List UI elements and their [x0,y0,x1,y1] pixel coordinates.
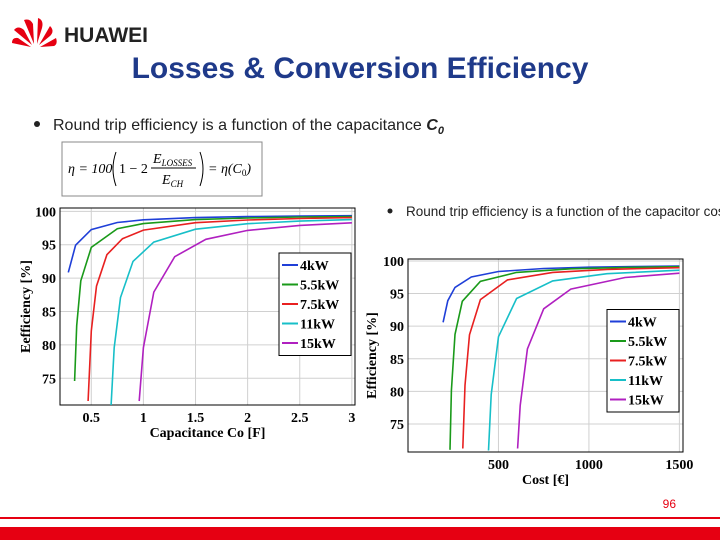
y-tick-label: 100 [35,205,56,220]
bullet-symbol: C [426,117,438,134]
x-axis-title: Cost [€] [522,473,569,488]
legend-label: 15kW [628,394,664,409]
paren [112,151,117,187]
legend-label: 15kW [300,337,336,352]
legend-label: 7.5kW [300,298,339,313]
bullet-dot [34,121,40,127]
legend-label: 5.5kW [628,335,667,350]
x-tick-label: 1.5 [187,411,205,426]
logo-text: HUAWEI [64,24,148,47]
legend-label: 11kW [628,374,663,389]
bullet-dot [387,208,393,214]
footer-line [0,517,720,519]
x-tick-label: 1 [140,411,147,426]
x-tick-label: 0.5 [83,411,101,426]
series-line [73,215,352,382]
bullet-text: Round trip efficiency is a function of t… [406,204,720,219]
chart: 75 80 85 90 95 100 0.5 1 1.5 2 2.5 3 Capacitance Co … [19,205,356,441]
legend-label: 4kW [628,316,657,331]
x-tick-label: 2 [244,411,251,426]
y-tick-label: 85 [42,306,56,321]
x-axis-title: Capacitance Co [F] [150,426,266,441]
series-line [449,265,680,450]
svg-text:= η(C0): = η(C0) [208,162,251,178]
series-line [462,266,680,449]
formula-inner: 1 − 2 [119,162,148,177]
paren [199,151,204,187]
slide-title: Losses & Conversion Efficiency [132,52,589,85]
y-axis-title: Efficiency [%] [365,312,380,399]
formula-rhs-end: ) [245,162,251,177]
formula-num-sub: LOSSES [161,158,193,168]
logo [12,18,57,47]
y-tick-label: 100 [383,255,404,270]
legend-label: 11kW [300,318,335,333]
formula-den-sub: CH [171,179,184,189]
legend: 4kW 5.5kW 7.5kW 11kW 15kW [278,252,352,356]
y-tick-label: 95 [390,288,404,303]
bullet-symbol-sub: 0 [438,125,445,137]
y-tick-label: 75 [42,372,56,387]
y-axis-title: Eefficiency [%] [19,260,34,353]
svg-text:ELOSSES: ELOSSES [152,152,193,168]
formula-rhs: = η(C [208,162,243,177]
svg-text:ECH: ECH [161,173,184,189]
plot-frame [59,207,356,406]
y-tick-label: 80 [42,339,56,354]
plot-frame [407,258,684,453]
series-line [87,216,352,402]
legend-label: 5.5kW [300,279,339,294]
y-tick-label: 95 [42,239,56,254]
chart: 75 80 85 90 95 100 500 1000 1500 Cost [€] Efficien… [365,255,693,488]
page-number: 96 [663,497,677,511]
y-tick-label: 90 [42,272,56,287]
legend: 4kW 5.5kW 7.5kW 11kW 15kW [606,309,680,413]
x-tick-label: 1500 [665,458,693,473]
bullet-text-main: Round trip efficiency is a function of t… [53,117,426,134]
x-tick-label: 500 [488,458,509,473]
formula-num: E [152,152,162,167]
series-line [516,272,680,449]
formula-rhs-sub: 0 [242,168,247,178]
x-tick-label: 2.5 [291,411,309,426]
x-tick-label: 1000 [575,458,603,473]
series-line [67,214,352,273]
legend-label: 7.5kW [628,355,667,370]
legend-label: 4kW [300,259,329,274]
formula-den: E [161,173,171,188]
formula-lhs: η = 100 [68,162,112,177]
series-line [487,269,680,451]
formula-box [61,141,263,197]
y-tick-label: 75 [390,418,404,433]
y-tick-label: 80 [390,385,404,400]
formula: η = 100 1 − 2 ELOSSES ECH = η(C0) [68,151,251,189]
y-tick-label: 85 [390,353,404,368]
footer-band [0,527,720,540]
x-tick-label: 3 [348,411,355,426]
series-line [110,218,352,405]
series-line [138,222,352,402]
y-tick-label: 90 [390,320,404,335]
bullet-text: Round trip efficiency is a function of t… [53,117,445,137]
